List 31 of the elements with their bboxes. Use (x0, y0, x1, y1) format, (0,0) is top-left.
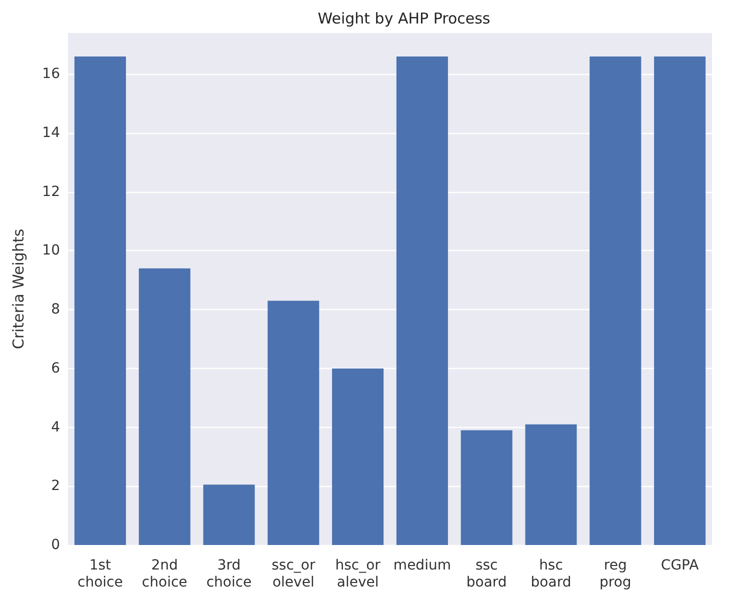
bar (138, 268, 190, 545)
x-tick-label: hsc_or alevel (335, 558, 381, 590)
y-tick-label: 16 (42, 66, 60, 82)
bar (268, 300, 320, 545)
x-tick-label: reg prog (600, 558, 632, 590)
bar (590, 56, 642, 545)
y-tick-label: 6 (51, 360, 60, 376)
bar (74, 56, 126, 545)
y-tick-label: 8 (51, 302, 60, 318)
y-tick-label: 10 (42, 242, 60, 259)
x-tick-label: medium (393, 558, 451, 574)
x-tick-label: 1st choice (78, 558, 123, 590)
bar (654, 56, 706, 545)
chart-title: Weight by AHP Process (318, 10, 490, 28)
y-tick-label: 2 (51, 478, 60, 494)
x-tick-label: ssc board (466, 558, 507, 590)
bar (203, 484, 255, 545)
x-tick-label: 3rd choice (206, 558, 252, 590)
x-tick-label: CGPA (660, 558, 700, 574)
bar (460, 430, 512, 545)
y-tick-label: 0 (51, 537, 60, 553)
x-tick-label: 2nd choice (142, 558, 188, 590)
bar (332, 368, 384, 545)
bar (396, 56, 448, 545)
y-tick-label: 14 (42, 125, 60, 142)
y-tick-label: 4 (51, 419, 60, 436)
y-axis-title: Criteria Weights (10, 228, 28, 350)
bar (525, 424, 577, 545)
x-tick-label: hsc board (530, 558, 572, 590)
x-tick-label: ssc_or olevel (272, 558, 316, 590)
y-tick-label: 12 (42, 184, 60, 200)
